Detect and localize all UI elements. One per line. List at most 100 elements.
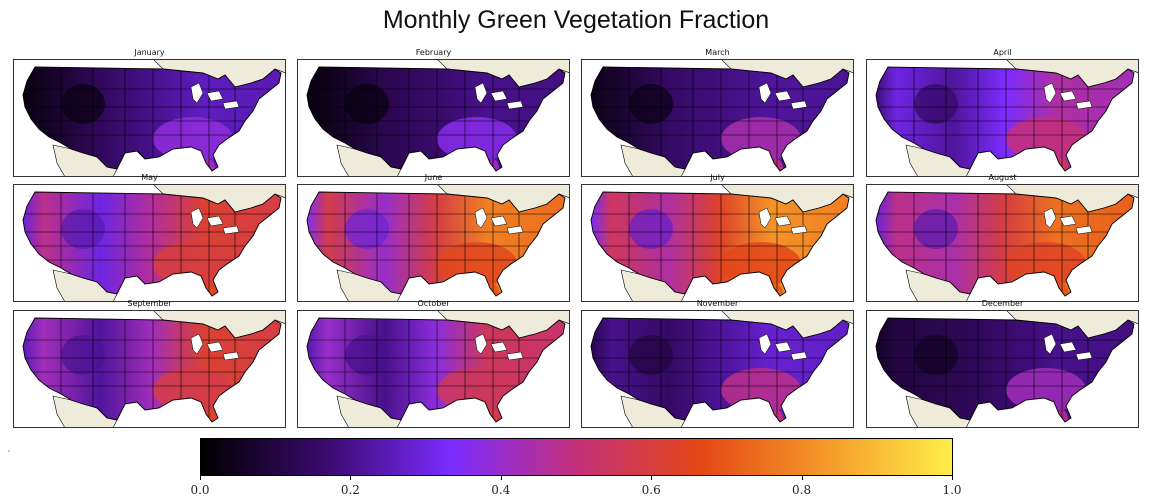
map-panel-february: February — [297, 48, 570, 177]
panel-frame — [13, 310, 286, 428]
great-lake — [1059, 215, 1077, 227]
map-panel-may: May — [13, 173, 286, 302]
us-map-svg — [297, 184, 570, 302]
great-lake — [490, 90, 508, 102]
panel-month-label: October — [417, 299, 450, 308]
great-lake — [490, 341, 508, 353]
colorbar-tick-label: 0.0 — [190, 483, 210, 497]
great-lake — [474, 207, 488, 229]
great-basin-region — [345, 209, 389, 249]
panel-month-label: June — [424, 173, 443, 182]
panel-month-label: March — [705, 48, 730, 57]
us-outline — [590, 66, 850, 172]
great-lake — [758, 82, 772, 104]
panel-frame — [297, 59, 570, 177]
great-lake — [222, 100, 240, 110]
great-lake — [506, 225, 524, 235]
great-basin-region — [61, 84, 105, 124]
great-lake — [1043, 207, 1057, 229]
great-basin-region — [345, 335, 389, 375]
map-panel-march: March — [581, 48, 854, 177]
colorbar-tick-label: 0.6 — [641, 483, 661, 497]
us-outline — [306, 66, 566, 172]
us-outline — [22, 191, 282, 297]
us-outline — [875, 317, 1135, 423]
us-map-svg — [297, 59, 570, 177]
us-map-svg — [13, 184, 286, 302]
great-lake — [190, 207, 204, 229]
us-outline — [590, 317, 850, 423]
map-panel-january: January — [13, 48, 286, 177]
month-panel-grid: January February March April May June July Augu… — [13, 48, 1139, 428]
great-lake — [1075, 351, 1093, 361]
map-panel-december: December — [866, 299, 1139, 428]
us-map-svg — [13, 310, 286, 428]
map-panel-april: April — [866, 48, 1139, 177]
panel-month-label: May — [141, 173, 158, 182]
great-lake — [222, 351, 240, 361]
great-basin-region — [629, 209, 673, 249]
panel-frame — [297, 310, 570, 428]
great-lake — [758, 333, 772, 355]
colorbar — [200, 438, 953, 476]
great-lake — [1075, 225, 1093, 235]
panel-month-label: November — [696, 299, 739, 308]
great-lake — [774, 341, 792, 353]
panel-frame — [866, 59, 1139, 177]
us-outline — [306, 191, 566, 297]
colorbar-tick-mark — [651, 476, 653, 480]
colorbar-tick-label: 1.0 — [942, 483, 962, 497]
us-map-svg — [866, 184, 1139, 302]
us-outline — [306, 317, 566, 423]
colorbar-tick-label: 0.4 — [491, 483, 511, 497]
great-lake — [206, 341, 224, 353]
panel-frame — [13, 59, 286, 177]
us-map-svg — [13, 59, 286, 177]
us-map-svg — [866, 59, 1139, 177]
panel-month-label: September — [127, 299, 172, 308]
us-outline — [875, 191, 1135, 297]
great-lake — [1059, 90, 1077, 102]
panel-frame — [13, 184, 286, 302]
state-borders — [591, 67, 849, 171]
great-basin-region — [914, 209, 958, 249]
great-lake — [206, 90, 224, 102]
stray-mark — [8, 450, 10, 452]
colorbar-tick-mark — [200, 476, 201, 480]
panel-month-label: January — [134, 48, 165, 57]
great-basin-region — [61, 209, 105, 249]
us-map-svg — [581, 184, 854, 302]
us-outline — [22, 66, 282, 172]
map-panel-september: September — [13, 299, 286, 428]
great-lake — [1075, 100, 1093, 110]
panel-month-label: February — [415, 48, 452, 57]
panel-frame — [866, 184, 1139, 302]
great-lake — [790, 100, 808, 110]
panel-frame — [581, 59, 854, 177]
great-lake — [774, 90, 792, 102]
great-lake — [474, 333, 488, 355]
map-panel-june: June — [297, 173, 570, 302]
colorbar-tick-label: 0.8 — [792, 483, 812, 497]
great-lake — [790, 351, 808, 361]
great-lake — [774, 215, 792, 227]
map-panel-november: November — [581, 299, 854, 428]
great-basin-region — [345, 84, 389, 124]
great-lake — [790, 225, 808, 235]
panel-month-label: August — [988, 173, 1017, 182]
us-outline — [590, 191, 850, 297]
map-panel-july: July — [581, 173, 854, 302]
us-map-svg — [581, 59, 854, 177]
great-basin-region — [61, 335, 105, 375]
great-basin-region — [914, 84, 958, 124]
us-map-svg — [581, 310, 854, 428]
great-lake — [222, 225, 240, 235]
panel-month-label: July — [710, 173, 725, 182]
us-map-svg — [297, 310, 570, 428]
colorbar-tick-mark — [801, 476, 803, 480]
great-lake — [490, 215, 508, 227]
great-lake — [474, 82, 488, 104]
us-map-svg — [866, 310, 1139, 428]
panel-month-label: April — [993, 48, 1012, 57]
panel-frame — [581, 184, 854, 302]
